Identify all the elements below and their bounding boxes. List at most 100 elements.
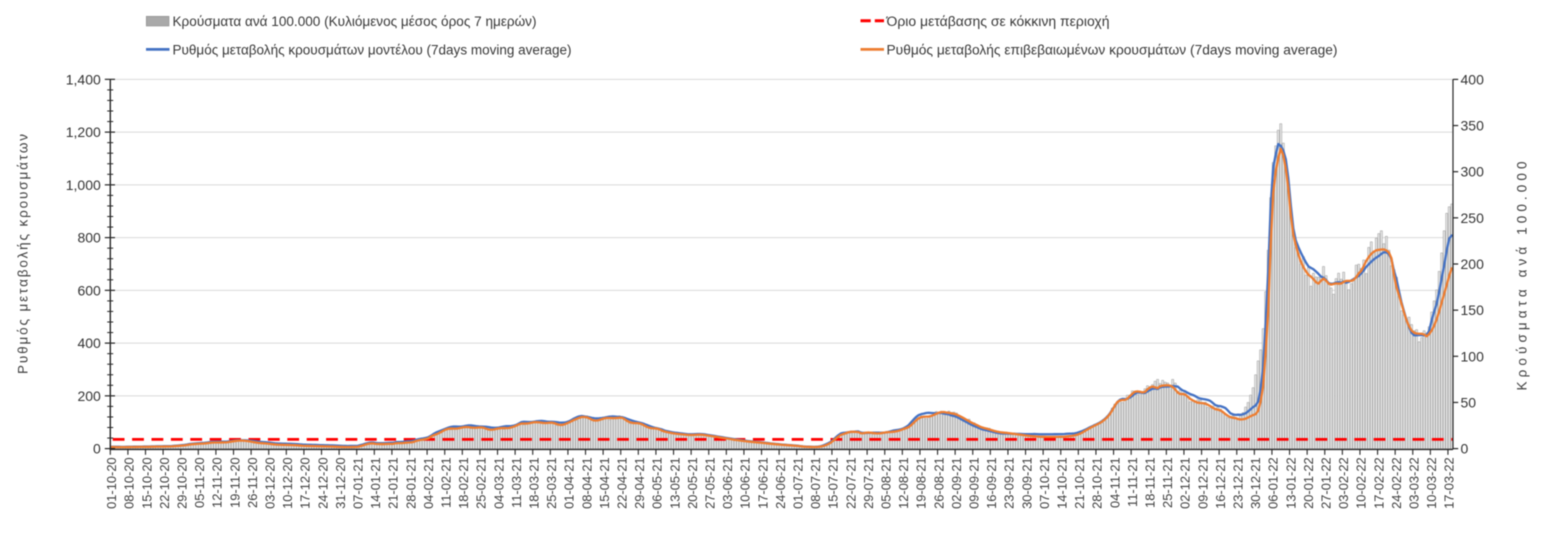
svg-text:05-08-21: 05-08-21 [879, 457, 894, 509]
svg-text:04-03-21: 04-03-21 [491, 457, 506, 509]
svg-text:28-01-21: 28-01-21 [403, 457, 418, 509]
svg-text:06-01-22: 06-01-22 [1266, 457, 1281, 509]
svg-text:08-07-21: 08-07-21 [808, 457, 823, 509]
svg-text:1,200: 1,200 [66, 124, 101, 140]
svg-text:23-12-21: 23-12-21 [1231, 457, 1246, 509]
svg-text:Ρυθμός μεταβολής επιβεβαιωμένω: Ρυθμός μεταβολής επιβεβαιωμένων κρουσμάτ… [887, 42, 1338, 57]
svg-text:15-10-20: 15-10-20 [139, 457, 154, 509]
svg-text:22-07-21: 22-07-21 [843, 457, 858, 509]
svg-text:150: 150 [1461, 302, 1485, 318]
svg-text:Κρούσματα ανά 100.000 (Κυλιόμε: Κρούσματα ανά 100.000 (Κυλιόμενος μέσος … [173, 14, 537, 29]
svg-text:02-12-21: 02-12-21 [1178, 457, 1193, 509]
svg-text:200: 200 [77, 388, 101, 404]
svg-text:30-12-21: 30-12-21 [1248, 457, 1263, 509]
svg-text:12-11-20: 12-11-20 [210, 457, 225, 508]
svg-text:800: 800 [77, 230, 101, 246]
svg-text:25-02-21: 25-02-21 [474, 457, 489, 509]
svg-text:26-08-21: 26-08-21 [931, 457, 946, 509]
svg-text:350: 350 [1461, 118, 1485, 134]
svg-text:29-10-20: 29-10-20 [174, 457, 189, 509]
svg-text:300: 300 [1461, 164, 1485, 180]
svg-text:1,400: 1,400 [66, 71, 101, 87]
svg-text:03-02-22: 03-02-22 [1336, 457, 1351, 509]
svg-text:13-05-21: 13-05-21 [667, 457, 682, 509]
svg-text:18-02-21: 18-02-21 [456, 457, 471, 509]
svg-text:11-03-21: 11-03-21 [509, 457, 524, 508]
svg-text:04-02-21: 04-02-21 [421, 457, 436, 509]
svg-text:18-11-21: 18-11-21 [1143, 457, 1158, 508]
svg-text:15-07-21: 15-07-21 [826, 457, 841, 509]
svg-text:03-12-20: 03-12-20 [262, 457, 277, 509]
svg-text:03-03-22: 03-03-22 [1407, 457, 1422, 509]
svg-text:18-03-21: 18-03-21 [526, 457, 541, 509]
svg-text:17-03-22: 17-03-22 [1442, 457, 1457, 509]
svg-text:29-04-21: 29-04-21 [632, 457, 647, 509]
svg-text:09-09-21: 09-09-21 [967, 457, 982, 509]
svg-text:11-11-21: 11-11-21 [1125, 457, 1140, 507]
svg-text:17-02-22: 17-02-22 [1371, 457, 1386, 509]
svg-text:20-05-21: 20-05-21 [685, 457, 700, 509]
svg-text:08-04-21: 08-04-21 [579, 457, 594, 509]
svg-text:03-06-21: 03-06-21 [720, 457, 735, 509]
svg-text:19-11-20: 19-11-20 [227, 457, 242, 508]
svg-text:1,000: 1,000 [66, 177, 101, 193]
svg-text:0: 0 [1461, 441, 1469, 457]
svg-text:21-01-21: 21-01-21 [386, 457, 401, 509]
svg-text:Κρούσματα ανά 100.000: Κρούσματα ανά 100.000 [1515, 158, 1530, 391]
svg-text:28-10-21: 28-10-21 [1090, 457, 1105, 509]
svg-text:09-12-21: 09-12-21 [1195, 457, 1210, 509]
svg-text:04-11-21: 04-11-21 [1107, 457, 1122, 508]
svg-text:01-04-21: 01-04-21 [562, 457, 577, 509]
svg-text:14-01-21: 14-01-21 [368, 457, 383, 509]
svg-text:0: 0 [93, 441, 101, 457]
svg-text:31-12-20: 31-12-20 [333, 457, 348, 509]
svg-text:24-06-21: 24-06-21 [773, 457, 788, 509]
svg-text:23-09-21: 23-09-21 [1002, 457, 1017, 509]
svg-text:400: 400 [77, 335, 101, 351]
svg-text:25-03-21: 25-03-21 [544, 457, 559, 509]
svg-text:08-10-20: 08-10-20 [122, 457, 137, 509]
svg-text:17-12-20: 17-12-20 [298, 457, 313, 509]
svg-text:50: 50 [1461, 394, 1477, 410]
svg-text:400: 400 [1461, 71, 1485, 87]
svg-text:06-05-21: 06-05-21 [650, 457, 665, 509]
svg-text:Ρυθμός μεταβολής κρουσμάτων μο: Ρυθμός μεταβολής κρουσμάτων μοντέλου (7d… [173, 42, 572, 57]
svg-text:24-02-22: 24-02-22 [1389, 457, 1404, 509]
svg-text:19-08-21: 19-08-21 [914, 457, 929, 509]
svg-text:27-01-22: 27-01-22 [1319, 457, 1334, 509]
svg-text:14-10-21: 14-10-21 [1055, 457, 1070, 509]
svg-text:10-12-20: 10-12-20 [280, 457, 295, 509]
svg-text:Όριο μετάβασης σε κόκκινη περι: Όριο μετάβασης σε κόκκινη περιοχή [885, 14, 1109, 29]
svg-text:07-10-21: 07-10-21 [1037, 457, 1052, 509]
svg-text:16-09-21: 16-09-21 [984, 457, 999, 509]
svg-text:10-03-22: 10-03-22 [1424, 457, 1439, 509]
svg-text:22-10-20: 22-10-20 [157, 457, 172, 509]
svg-text:29-07-21: 29-07-21 [861, 457, 876, 509]
svg-text:250: 250 [1461, 210, 1485, 226]
svg-text:05-11-20: 05-11-20 [192, 457, 207, 508]
svg-text:Ρυθμός μεταβολής κρουσμάτων: Ρυθμός μεταβολής κρουσμάτων [16, 132, 31, 374]
svg-text:07-01-21: 07-01-21 [350, 457, 365, 509]
svg-text:600: 600 [77, 282, 101, 298]
svg-text:15-04-21: 15-04-21 [597, 457, 612, 509]
svg-text:13-01-22: 13-01-22 [1283, 457, 1298, 509]
svg-text:01-10-20: 01-10-20 [104, 457, 119, 509]
svg-text:20-01-22: 20-01-22 [1301, 457, 1316, 509]
svg-text:17-06-21: 17-06-21 [755, 457, 770, 509]
svg-text:11-02-21: 11-02-21 [438, 457, 453, 508]
svg-text:25-11-21: 25-11-21 [1160, 457, 1175, 508]
svg-text:26-11-20: 26-11-20 [245, 457, 260, 508]
svg-text:24-12-20: 24-12-20 [315, 457, 330, 509]
svg-text:10-06-21: 10-06-21 [738, 457, 753, 509]
svg-text:10-02-22: 10-02-22 [1354, 457, 1369, 509]
svg-text:200: 200 [1461, 256, 1485, 272]
svg-text:02-09-21: 02-09-21 [949, 457, 964, 509]
svg-text:22-04-21: 22-04-21 [614, 457, 629, 509]
svg-text:100: 100 [1461, 348, 1485, 364]
svg-text:01-07-21: 01-07-21 [790, 457, 805, 509]
svg-text:30-09-21: 30-09-21 [1019, 457, 1034, 509]
svg-text:27-05-21: 27-05-21 [702, 457, 717, 509]
svg-text:21-10-21: 21-10-21 [1072, 457, 1087, 509]
svg-text:12-08-21: 12-08-21 [896, 457, 911, 509]
svg-text:16-12-21: 16-12-21 [1213, 457, 1228, 509]
